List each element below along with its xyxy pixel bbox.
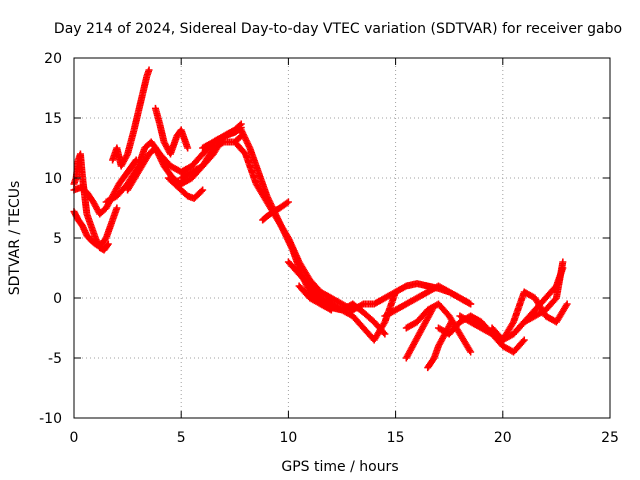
data-point bbox=[467, 348, 475, 356]
data-point bbox=[466, 347, 474, 354]
data-point bbox=[283, 199, 291, 207]
data-point bbox=[184, 144, 192, 152]
series-arc-5 bbox=[102, 124, 245, 206]
x-tick-label: 20 bbox=[494, 430, 512, 446]
data-point bbox=[465, 299, 473, 307]
data-point bbox=[563, 300, 571, 308]
data-point bbox=[562, 302, 570, 309]
series-arc-8 bbox=[164, 174, 207, 202]
series-arc-16 bbox=[381, 282, 475, 320]
data-point bbox=[559, 258, 567, 266]
series-arc-18 bbox=[402, 306, 436, 362]
data-point bbox=[358, 301, 366, 309]
x-tick-label: 0 bbox=[70, 430, 79, 446]
data-point bbox=[447, 320, 455, 327]
series-arc-14 bbox=[295, 282, 389, 338]
data-point bbox=[197, 187, 205, 195]
x-tick-label: 25 bbox=[601, 430, 619, 446]
data-point bbox=[428, 306, 436, 314]
data-point bbox=[103, 241, 111, 249]
data-point bbox=[509, 320, 517, 327]
data-point bbox=[467, 300, 475, 308]
x-axis-ticks: 0 5 10 15 20 25 bbox=[70, 58, 619, 446]
grid-lines bbox=[74, 58, 610, 418]
data-point bbox=[199, 186, 207, 194]
y-tick-label: 20 bbox=[44, 51, 62, 67]
series-arc-11 bbox=[231, 138, 357, 314]
y-tick-label: 0 bbox=[53, 291, 62, 307]
x-axis-label: GPS time / hours bbox=[281, 459, 398, 475]
data-point bbox=[237, 120, 245, 128]
data-point bbox=[381, 330, 389, 338]
data-point bbox=[104, 240, 112, 248]
data-point bbox=[447, 318, 455, 326]
series-arc-22 bbox=[488, 288, 571, 344]
series-arc-7 bbox=[151, 104, 192, 158]
y-axis-ticks: -10 -5 0 5 10 15 20 bbox=[39, 51, 610, 427]
x-tick-label: 15 bbox=[387, 430, 405, 446]
data-point bbox=[229, 127, 237, 135]
y-tick-label: 10 bbox=[44, 171, 62, 187]
y-axis-label: SDTVAR / TECUs bbox=[7, 181, 23, 296]
data-point bbox=[427, 308, 435, 315]
data-point bbox=[123, 152, 131, 159]
data-point bbox=[559, 264, 567, 272]
x-tick-label: 10 bbox=[279, 430, 297, 446]
data-point bbox=[284, 198, 292, 206]
y-tick-label: 5 bbox=[53, 231, 62, 247]
chart-title: Day 214 of 2024, Sidereal Day-to-day VTE… bbox=[54, 21, 622, 37]
series-arc-23 bbox=[510, 264, 567, 338]
data-point bbox=[380, 320, 388, 327]
data-points bbox=[70, 66, 571, 372]
series-arc-12 bbox=[259, 198, 292, 224]
y-tick-label: 15 bbox=[44, 111, 62, 127]
data-point bbox=[519, 337, 527, 345]
series-arc-17 bbox=[402, 300, 475, 356]
data-point bbox=[113, 204, 121, 212]
data-point bbox=[380, 329, 388, 337]
series-arc-4 bbox=[109, 66, 153, 170]
data-point bbox=[145, 66, 153, 74]
y-tick-label: -10 bbox=[39, 411, 62, 427]
x-tick-label: 5 bbox=[177, 430, 186, 446]
data-point bbox=[520, 336, 528, 344]
series-arc-19 bbox=[424, 318, 455, 372]
y-tick-label: -5 bbox=[48, 351, 62, 367]
